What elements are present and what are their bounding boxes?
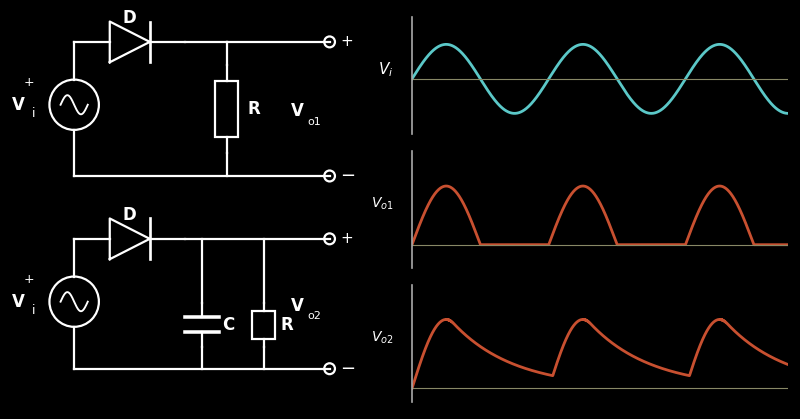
Text: D: D [123, 206, 137, 224]
Text: C: C [222, 316, 234, 334]
Text: $\mathregular{V}$: $\mathregular{V}$ [11, 96, 26, 114]
Bar [252, 310, 275, 339]
Text: $\mathregular{V}$: $\mathregular{V}$ [290, 297, 306, 315]
Text: $V_i$: $V_i$ [378, 60, 394, 79]
Text: $V_{o1}$: $V_{o1}$ [370, 195, 394, 212]
Text: +: + [340, 231, 353, 246]
Text: +: + [23, 273, 34, 286]
Text: $V_{o2}$: $V_{o2}$ [370, 329, 394, 346]
Text: R: R [280, 316, 293, 334]
Text: +: + [23, 76, 34, 89]
Text: i: i [32, 107, 35, 120]
Text: $\mathregular{V}$: $\mathregular{V}$ [290, 102, 306, 120]
Text: o1: o1 [307, 116, 321, 127]
Text: R: R [247, 100, 260, 118]
Text: −: − [340, 167, 355, 185]
Text: i: i [32, 304, 35, 317]
Text: $\mathregular{V}$: $\mathregular{V}$ [11, 293, 26, 310]
Text: D: D [123, 9, 137, 27]
Bar [215, 81, 238, 137]
Text: o2: o2 [307, 311, 321, 321]
Text: −: − [340, 360, 355, 378]
Text: +: + [340, 34, 353, 49]
